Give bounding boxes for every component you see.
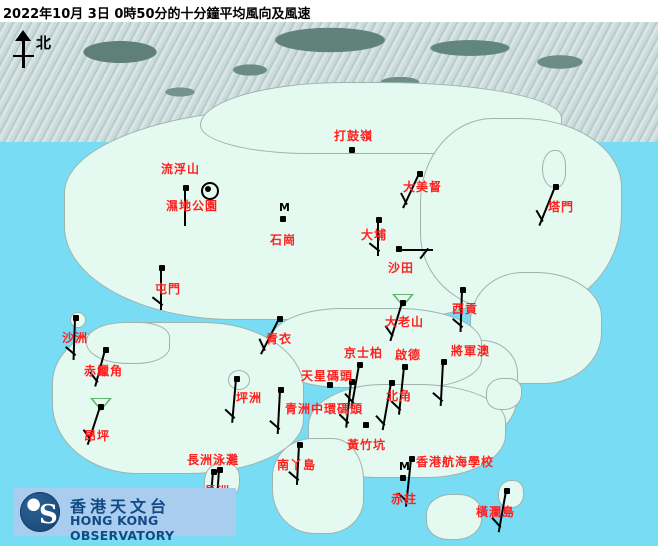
station-dot-icon [417,171,423,177]
north-arrow-icon: 北 [8,30,54,76]
station-label: 昂坪 [84,429,111,443]
station-label: 北角 [386,389,413,403]
hko-logo-icon: S [20,492,60,532]
station-dot-icon [159,265,165,271]
station-dot-icon [363,422,369,428]
station-label: 濕地公園 [166,199,219,213]
north-arrow-shaft [22,34,25,68]
station-dot-icon [376,217,382,223]
calm-wind-ring-icon [201,182,219,200]
station-label: 西貢 [452,302,479,316]
station-dot-icon [278,387,284,393]
hko-logo-letter: S [39,500,58,530]
hko-logo-english: HONG KONG OBSERVATORY [70,513,175,543]
title-bar: 2022年10月 3日 0時50分的十分鐘平均風向及風速 [0,0,658,22]
station-dot-icon [73,315,79,321]
station-dot-icon [357,362,363,368]
hko-logo-chinese: 香港天文台 [70,497,171,516]
station-label: 沙田 [388,261,415,275]
station-dot-icon [297,442,303,448]
station-label: 赤鱲角 [84,364,124,378]
station-label: 啟德 [395,348,422,362]
station-dot-icon [504,488,510,494]
station-label: 香港航海學校 [416,455,495,469]
landmass-tap-mun-island [542,150,566,188]
landmass-kowloon [270,308,482,388]
hong-kong-wind-map: 打鼓嶺流浮山濕地公園 大美督塔門 M 石崗 大埔沙田屯門西貢大老山沙洲 青衣赤鱲角 京士柏啟… [0,22,658,546]
station-label: 塔門 [548,200,575,214]
station-dot-icon [103,347,109,353]
station-label: 大美督 [403,180,443,194]
station-dot-icon [217,467,223,473]
page-title: 2022年10月 3日 0時50分的十分鐘平均風向及風速 [3,7,311,22]
station-dot-icon [409,456,415,462]
station-label: 沙洲 [62,331,89,345]
station-label: 大老山 [385,315,425,329]
north-arrow-cross [13,55,34,57]
marine-station-m-icon: M [279,201,290,214]
station-dot-icon [98,404,104,410]
station-dot-icon [327,382,333,388]
station-label: 橫瀾島 [476,505,516,519]
station-label: 青洲 [285,402,312,416]
station-label: 長洲泳灘 [187,453,240,467]
north-label: 北 [36,34,52,52]
landmass-po-toi [426,494,482,540]
station-dot-icon [400,475,406,481]
station-dot-icon [349,379,355,385]
station-label: 赤柱 [391,492,418,506]
station-label: 天星碼頭 [301,369,354,383]
station-dot-icon [277,316,283,322]
station-dot-icon [400,300,406,306]
station-dot-icon [460,287,466,293]
marine-station-m-icon: M [399,460,410,473]
landmass-waglan [498,480,524,508]
hko-logo: S 香港天文台 HONG KONG OBSERVATORY [14,488,236,543]
station-label: 流浮山 [161,162,201,176]
station-label: 大埔 [361,228,388,242]
station-label: 坪洲 [236,391,263,405]
wind-barb-shaft [399,249,433,251]
station-dot-icon [349,147,355,153]
landmass-tung-lung [486,378,522,410]
landmass-lamma [272,438,364,534]
station-label: 京士柏 [344,346,384,360]
station-label: 將軍澳 [451,344,491,358]
station-dot-icon [402,364,408,370]
station-label: 南丫島 [277,458,317,472]
station-dot-icon [280,216,286,222]
calm-wind-core-icon [205,186,211,192]
station-dot-icon [211,469,217,475]
station-dot-icon [441,359,447,365]
station-label: 中環碼頭 [311,402,364,416]
station-dot-icon [234,376,240,382]
station-label: 石崗 [270,233,297,247]
station-label: 屯門 [155,282,182,296]
station-label: 青衣 [266,332,293,346]
landmass-chek-lap-kok [86,322,170,364]
station-dot-icon [389,380,395,386]
station-label: 黃竹坑 [347,438,387,452]
station-label: 打鼓嶺 [334,129,374,143]
station-dot-icon [183,185,189,191]
station-dot-icon [553,184,559,190]
